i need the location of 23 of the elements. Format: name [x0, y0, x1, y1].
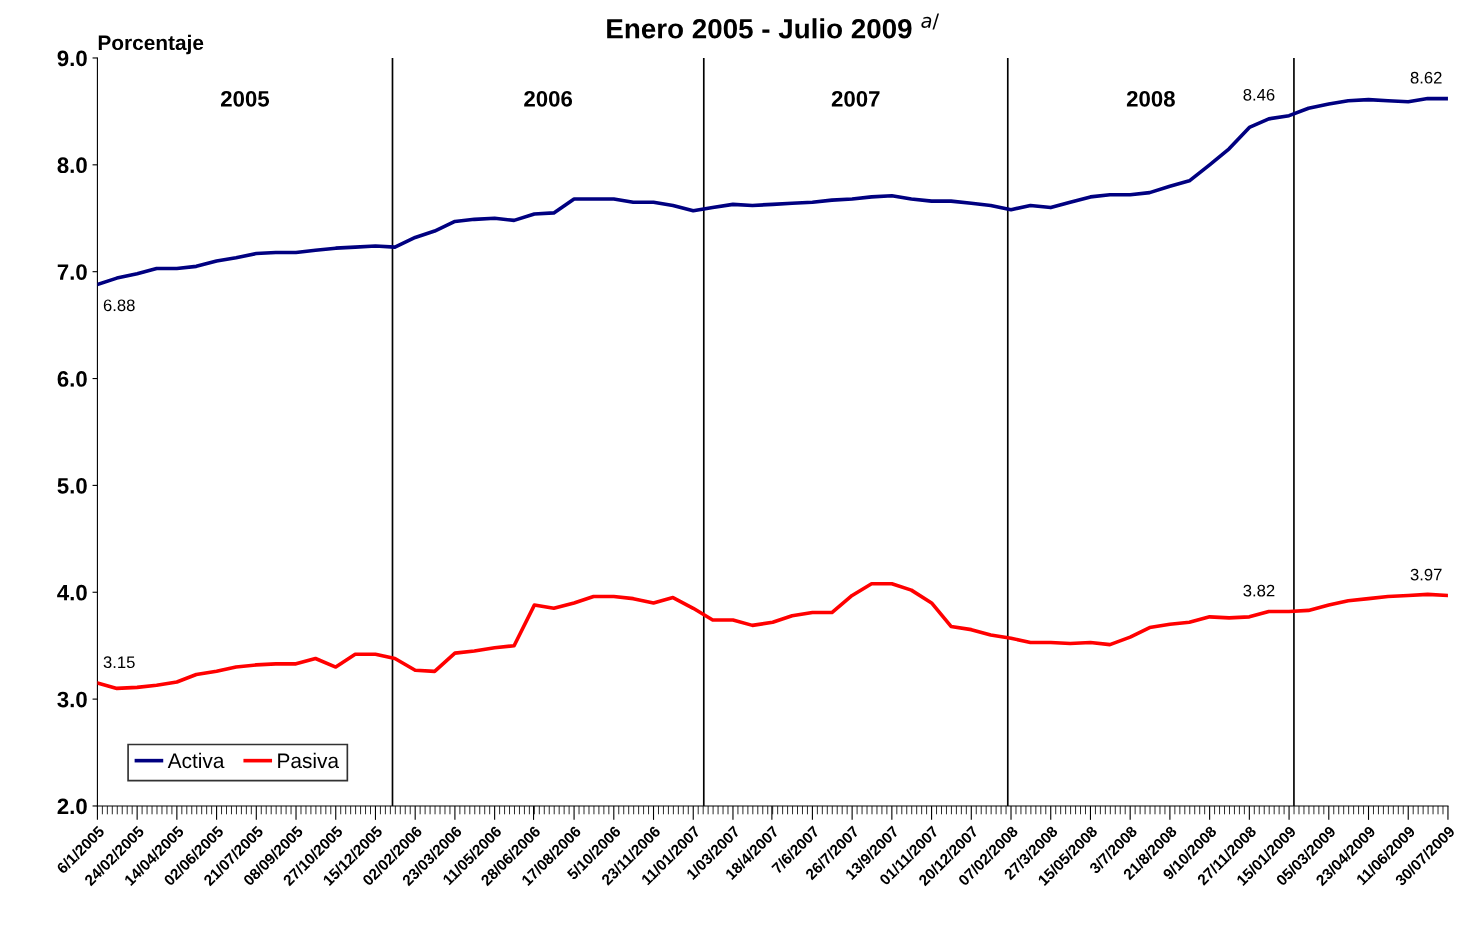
y-tick-label: 5.0: [57, 477, 87, 494]
annotation: 3.15: [103, 656, 135, 669]
annotation: 2006: [524, 90, 573, 107]
annotation: 6.88: [103, 299, 135, 312]
y-tick-label: 9.0: [57, 50, 87, 67]
y-tick-label: 7.0: [57, 264, 87, 280]
legend-label: Pasiva: [278, 752, 340, 769]
y-tick-label: 2.0: [57, 798, 87, 815]
y-tick-label: 4.0: [57, 584, 87, 601]
chart-title: Enero 2005 - Julio 2009 $^{a/}$: [607, 13, 940, 39]
annotation: 3.97: [1410, 568, 1442, 581]
legend-label: Activa: [167, 752, 225, 769]
line-series: [97, 581, 1448, 691]
annotation: 2008: [1126, 90, 1175, 107]
annotation: 2007: [831, 90, 880, 107]
annotation: 8.46: [1243, 88, 1275, 101]
annotation: 2005: [221, 90, 270, 107]
y-tick-label: 3.0: [57, 691, 87, 708]
y-tick-label: 8.0: [57, 157, 87, 174]
annotation: 3.82: [1243, 584, 1275, 597]
annotation: 8.62: [1410, 71, 1442, 84]
y-tick-label: 6.0: [57, 371, 87, 387]
y-axis-title: Porcentaje: [98, 34, 204, 55]
